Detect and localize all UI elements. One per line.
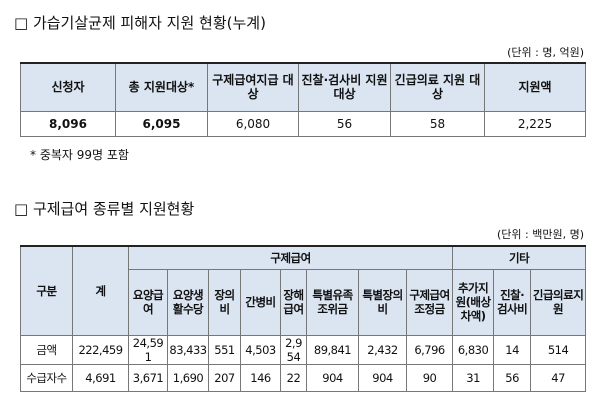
data-cell: 90 xyxy=(405,363,454,392)
section-title: □ 구제급여 종류별 지원현황 xyxy=(14,200,195,218)
detail-table: 구분 계 구제급여 기타 요양급여 요양생활수당 장의비 간병비 장해급여 특별유족조위금 특별장의… xyxy=(20,245,587,392)
data-cell: 89,841 xyxy=(306,334,359,365)
table-row: 8,096 6,095 6,080 56 58 2,225 xyxy=(20,110,586,137)
header-cell: 진찰·검사비 xyxy=(493,268,532,336)
table-row: 금액 222,459 24,591 83,433 551 4,503 2,954 89,841… xyxy=(20,334,587,365)
unit-label: (단위 : 백만원, 명) xyxy=(497,228,584,241)
data-cell: 22 xyxy=(280,363,307,392)
data-cell: 6,830 xyxy=(452,334,495,365)
header-cell: 구제급여지급 대상 xyxy=(207,62,299,112)
data-cell: 56 xyxy=(493,363,532,392)
header-cell: 요양급여 xyxy=(128,268,168,336)
header-cell: 구분 xyxy=(20,245,73,336)
data-cell: 904 xyxy=(358,363,407,392)
header-cell: 장의비 xyxy=(208,268,241,336)
summary-table: 신청자 총 지원대상* 구제급여지급 대상 진찰·검사비 지원 대상 긴급의료 지원 대… xyxy=(20,62,586,137)
data-cell: 551 xyxy=(208,334,241,365)
data-cell: 47 xyxy=(530,363,587,392)
header-cell: 기타 xyxy=(452,245,587,270)
footnote: * 중복자 99명 포함 xyxy=(30,148,129,162)
data-cell: 2,432 xyxy=(358,334,407,365)
section-title: □ 가습기살균제 피해자 지원 현황(누계) xyxy=(14,14,266,32)
data-cell: 3,671 xyxy=(128,363,168,392)
data-cell: 6,095 xyxy=(115,110,208,137)
data-cell: 4,691 xyxy=(72,363,129,392)
row-label: 금액 xyxy=(20,334,73,365)
table-row: 구분 계 구제급여 기타 xyxy=(20,245,587,336)
header-cell: 구제급여 xyxy=(127,245,454,270)
data-cell: 4,503 xyxy=(240,334,281,365)
data-cell: 24,591 xyxy=(128,334,168,365)
header-cell: 간병비 xyxy=(240,268,281,336)
table-row: 수급자수 4,691 3,671 1,690 207 146 22 904 904 90 31 56 4… xyxy=(20,363,587,392)
header-cell: 요양생활수당 xyxy=(167,268,209,336)
data-cell: 1,690 xyxy=(167,363,209,392)
data-cell: 904 xyxy=(306,363,359,392)
header-cell: 장해급여 xyxy=(280,268,307,336)
data-cell: 83,433 xyxy=(167,334,209,365)
header-cell: 긴급의료지원 xyxy=(530,268,587,336)
unit-label: (단위 : 명, 억원) xyxy=(507,46,584,59)
data-cell: 31 xyxy=(452,363,495,392)
header-cell: 신청자 xyxy=(20,62,116,112)
data-cell: 2,954 xyxy=(280,334,307,365)
header-cell: 지원액 xyxy=(484,62,586,112)
data-cell: 146 xyxy=(240,363,281,392)
header-cell: 진찰·검사비 지원 대상 xyxy=(298,62,391,112)
header-cell: 추가지원(배상차액) xyxy=(452,268,495,336)
data-cell: 8,096 xyxy=(20,110,116,137)
data-cell: 207 xyxy=(208,363,241,392)
data-cell: 6,796 xyxy=(405,334,454,365)
table-row: 신청자 총 지원대상* 구제급여지급 대상 진찰·검사비 지원 대상 긴급의료 지원 대… xyxy=(20,62,586,112)
data-cell: 58 xyxy=(390,110,485,137)
header-cell: 구제급여조정금 xyxy=(405,268,454,336)
header-cell: 특별유족조위금 xyxy=(306,268,359,336)
header-cell: 긴급의료 지원 대상 xyxy=(390,62,485,112)
data-cell: 2,225 xyxy=(484,110,586,137)
data-cell: 514 xyxy=(530,334,587,365)
header-cell: 총 지원대상* xyxy=(115,62,208,112)
header-cell: 계 xyxy=(72,245,129,336)
data-cell: 14 xyxy=(493,334,532,365)
header-cell: 특별장의비 xyxy=(358,268,407,336)
row-label: 수급자수 xyxy=(20,363,73,392)
data-cell: 222,459 xyxy=(72,334,129,365)
data-cell: 6,080 xyxy=(207,110,299,137)
data-cell: 56 xyxy=(298,110,391,137)
table-row: 요양급여 요양생활수당 장의비 간병비 장해급여 특별유족조위금 특별장의비 구제급여조정금 추… xyxy=(21,268,587,336)
